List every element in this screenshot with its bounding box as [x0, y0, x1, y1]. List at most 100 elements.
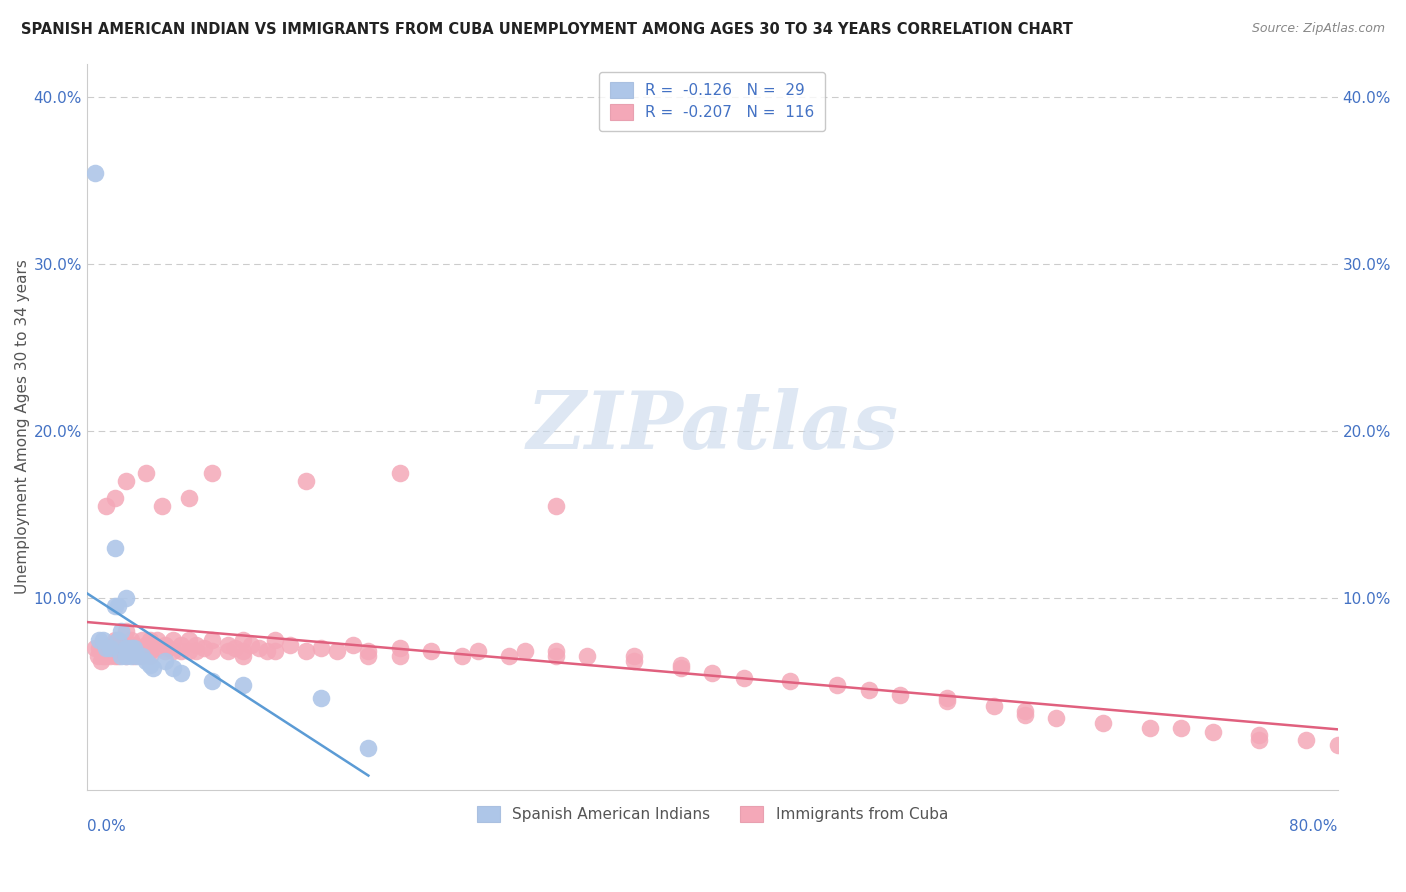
- Point: [104, 649, 127, 664]
- Point: [342, 638, 364, 652]
- Point: [544, 649, 567, 664]
- Point: [357, 741, 380, 756]
- Point: [94, 641, 117, 656]
- Point: [146, 632, 169, 647]
- Point: [150, 500, 173, 514]
- Point: [669, 657, 692, 672]
- Point: [125, 641, 148, 656]
- Point: [104, 632, 127, 647]
- Point: [104, 644, 127, 658]
- Point: [91, 641, 114, 656]
- Text: 0.0%: 0.0%: [87, 819, 125, 834]
- Point: [122, 641, 145, 656]
- Point: [451, 649, 474, 664]
- Point: [138, 644, 160, 658]
- Point: [91, 632, 114, 647]
- Point: [1249, 728, 1271, 742]
- Point: [107, 649, 129, 664]
- Point: [107, 632, 129, 647]
- Point: [311, 691, 333, 706]
- Point: [135, 655, 157, 669]
- Point: [135, 466, 157, 480]
- Point: [889, 688, 911, 702]
- Point: [100, 638, 122, 652]
- Point: [87, 649, 110, 664]
- Text: SPANISH AMERICAN INDIAN VS IMMIGRANTS FROM CUBA UNEMPLOYMENT AMONG AGES 30 TO 34: SPANISH AMERICAN INDIAN VS IMMIGRANTS FR…: [21, 22, 1073, 37]
- Point: [1295, 732, 1317, 747]
- Point: [100, 641, 122, 656]
- Point: [311, 641, 333, 656]
- Point: [153, 644, 176, 658]
- Text: ZIPatlas: ZIPatlas: [526, 388, 898, 466]
- Point: [1201, 724, 1223, 739]
- Point: [193, 641, 215, 656]
- Point: [827, 678, 849, 692]
- Point: [263, 644, 285, 658]
- Point: [201, 674, 224, 689]
- Point: [201, 466, 224, 480]
- Point: [131, 644, 153, 658]
- Point: [110, 644, 132, 658]
- Point: [201, 644, 224, 658]
- Point: [669, 661, 692, 675]
- Point: [131, 649, 153, 664]
- Point: [100, 644, 122, 658]
- Point: [100, 649, 122, 664]
- Point: [232, 632, 254, 647]
- Point: [115, 641, 138, 656]
- Point: [702, 666, 724, 681]
- Point: [1170, 721, 1192, 735]
- Point: [138, 649, 160, 664]
- Point: [104, 491, 127, 505]
- Point: [94, 500, 117, 514]
- Text: 80.0%: 80.0%: [1289, 819, 1337, 834]
- Text: Source: ZipAtlas.com: Source: ZipAtlas.com: [1251, 22, 1385, 36]
- Legend: Spanish American Indians, Immigrants from Cuba: Spanish American Indians, Immigrants fro…: [465, 796, 959, 833]
- Point: [170, 666, 193, 681]
- Point: [131, 649, 153, 664]
- Y-axis label: Unemployment Among Ages 30 to 34 years: Unemployment Among Ages 30 to 34 years: [15, 260, 30, 594]
- Point: [935, 694, 957, 708]
- Point: [419, 644, 441, 658]
- Point: [107, 641, 129, 656]
- Point: [388, 641, 411, 656]
- Point: [110, 649, 132, 664]
- Point: [146, 641, 169, 656]
- Point: [135, 638, 157, 652]
- Point: [162, 632, 184, 647]
- Point: [232, 649, 254, 664]
- Point: [623, 655, 645, 669]
- Point: [232, 644, 254, 658]
- Point: [186, 644, 208, 658]
- Point: [107, 599, 129, 614]
- Point: [115, 649, 138, 664]
- Point: [1326, 738, 1348, 752]
- Point: [779, 674, 801, 689]
- Point: [83, 165, 105, 179]
- Point: [513, 644, 536, 658]
- Point: [122, 638, 145, 652]
- Point: [138, 632, 160, 647]
- Point: [623, 649, 645, 664]
- Point: [256, 644, 278, 658]
- Point: [94, 649, 117, 664]
- Point: [177, 632, 200, 647]
- Point: [278, 638, 301, 652]
- Point: [115, 624, 138, 639]
- Point: [115, 474, 138, 488]
- Point: [357, 649, 380, 664]
- Point: [131, 632, 153, 647]
- Point: [157, 641, 180, 656]
- Point: [120, 644, 142, 658]
- Point: [263, 632, 285, 647]
- Point: [94, 641, 117, 656]
- Point: [115, 649, 138, 664]
- Point: [576, 649, 599, 664]
- Point: [170, 638, 193, 652]
- Point: [104, 599, 127, 614]
- Point: [122, 649, 145, 664]
- Point: [544, 500, 567, 514]
- Point: [162, 661, 184, 675]
- Point: [186, 638, 208, 652]
- Point: [170, 644, 193, 658]
